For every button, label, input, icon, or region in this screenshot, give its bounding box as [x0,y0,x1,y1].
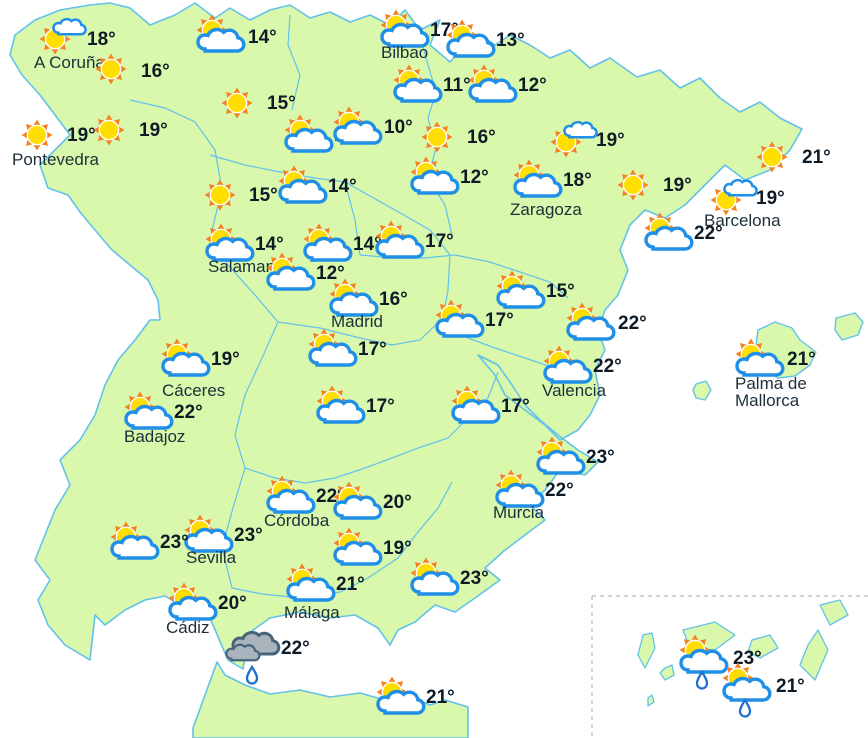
svg-text:Madrid: Madrid [331,312,383,331]
svg-text:17°: 17° [501,396,530,417]
svg-text:Mallorca: Mallorca [735,391,800,410]
svg-text:12°: 12° [518,75,547,96]
svg-text:21°: 21° [336,574,365,595]
svg-text:Sevilla: Sevilla [186,548,237,567]
svg-text:23°: 23° [234,525,263,546]
svg-text:Bilbao: Bilbao [381,43,428,62]
svg-text:22°: 22° [281,638,310,659]
svg-text:23°: 23° [460,568,489,589]
svg-text:15°: 15° [249,185,278,206]
svg-text:Pontevedra: Pontevedra [12,150,99,169]
svg-text:16°: 16° [141,61,170,82]
svg-text:19°: 19° [211,349,240,370]
svg-text:Málaga: Málaga [284,603,340,622]
svg-text:17°: 17° [425,231,454,252]
svg-text:12°: 12° [316,263,345,284]
svg-text:21°: 21° [776,676,805,697]
svg-text:Cádiz: Cádiz [166,618,209,637]
svg-text:11°: 11° [443,75,471,96]
svg-text:23°: 23° [160,532,189,553]
svg-text:12°: 12° [460,167,489,188]
svg-text:22°: 22° [545,480,574,501]
svg-text:17°: 17° [358,339,387,360]
svg-text:20°: 20° [383,492,412,513]
svg-text:17°: 17° [485,310,514,331]
svg-text:16°: 16° [467,127,496,148]
svg-text:Córdoba: Córdoba [264,511,330,530]
svg-text:18°: 18° [87,29,116,50]
svg-text:19°: 19° [67,125,96,146]
svg-text:19°: 19° [596,130,625,151]
svg-text:Valencia: Valencia [542,381,606,400]
svg-text:Cáceres: Cáceres [162,381,225,400]
svg-text:21°: 21° [787,349,816,370]
svg-text:13°: 13° [496,30,525,51]
svg-text:15°: 15° [546,281,575,302]
svg-text:21°: 21° [802,147,831,168]
svg-text:14°: 14° [255,234,284,255]
svg-text:22°: 22° [618,313,647,334]
svg-text:10°: 10° [384,117,413,138]
svg-text:Badajoz: Badajoz [124,427,185,446]
svg-text:14°: 14° [248,27,277,48]
svg-text:14°: 14° [328,176,357,197]
svg-text:15°: 15° [267,93,296,114]
svg-text:18°: 18° [563,170,592,191]
svg-text:Murcia: Murcia [493,503,545,522]
svg-text:19°: 19° [663,175,692,196]
svg-text:23°: 23° [586,447,615,468]
svg-text:17°: 17° [366,396,395,417]
svg-text:22°: 22° [593,356,622,377]
svg-text:19°: 19° [383,538,412,559]
svg-text:16°: 16° [379,289,408,310]
svg-text:22°: 22° [694,223,723,244]
svg-text:22°: 22° [174,402,203,423]
svg-text:21°: 21° [426,687,455,708]
svg-text:A Coruña: A Coruña [34,53,105,72]
svg-text:Zaragoza: Zaragoza [510,200,582,219]
svg-text:19°: 19° [139,120,168,141]
svg-text:20°: 20° [218,593,247,614]
svg-text:19°: 19° [756,188,785,209]
